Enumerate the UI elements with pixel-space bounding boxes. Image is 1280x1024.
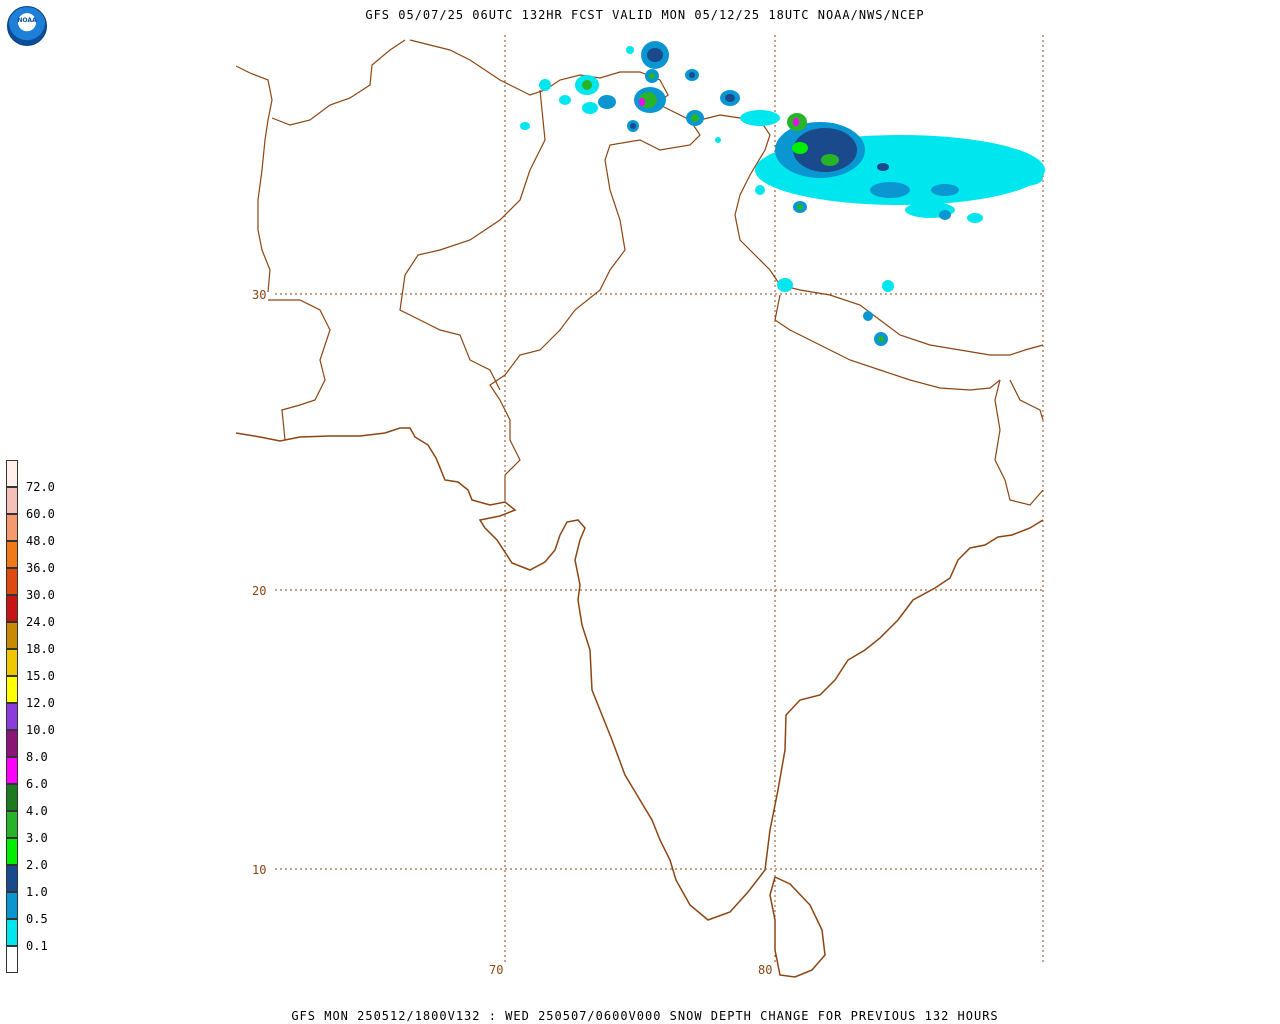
legend-label: 18.0 bbox=[26, 642, 55, 656]
snow-patch-afghan-b bbox=[598, 95, 616, 109]
snow-patch-afghan-g-d bbox=[630, 123, 636, 129]
snow-patch-afghan-c bbox=[582, 102, 598, 114]
snow-patch-afghan-f bbox=[520, 122, 530, 130]
snow-patch-tibet-far-east bbox=[1007, 170, 1043, 186]
snow-patch-tibet-south-b bbox=[939, 210, 951, 220]
legend-swatch bbox=[6, 649, 18, 676]
legend-swatch bbox=[6, 811, 18, 838]
legend-swatch bbox=[6, 892, 18, 919]
india-china-border bbox=[699, 114, 1044, 356]
snow-patch-tibet-dark bbox=[793, 128, 857, 172]
legend-label: 3.0 bbox=[26, 831, 48, 845]
legend-label: 12.0 bbox=[26, 696, 55, 710]
legend-swatch bbox=[6, 487, 18, 514]
snow-patch-tibet-green-b bbox=[821, 154, 839, 166]
legend-label: 6.0 bbox=[26, 777, 48, 791]
lon-label-80: 80 bbox=[758, 963, 772, 977]
legend-swatch bbox=[6, 838, 18, 865]
snow-patch-afghan-a-g bbox=[582, 80, 592, 90]
snow-patch-tibet-isolated bbox=[755, 185, 765, 195]
snow-patch-north-b-g bbox=[649, 73, 655, 79]
legend-label: 1.0 bbox=[26, 885, 48, 899]
legend-label: 4.0 bbox=[26, 804, 48, 818]
legend-swatch bbox=[6, 514, 18, 541]
bangladesh-border bbox=[994, 379, 1044, 506]
legend-label: 2.0 bbox=[26, 858, 48, 872]
footer-caption: GFS MON 250512/1800V132 : WED 250507/060… bbox=[291, 1009, 999, 1023]
snow-patch-hindukush-m bbox=[639, 98, 645, 106]
snow-patch-nepal-d-g bbox=[878, 336, 884, 342]
legend-swatch bbox=[6, 703, 18, 730]
afghan-north-border bbox=[271, 39, 406, 126]
legend-swatch bbox=[6, 730, 18, 757]
snow-patches bbox=[520, 41, 1045, 346]
political-borders bbox=[235, 39, 1044, 506]
snow-patch-karakoram-d bbox=[725, 94, 735, 102]
noaa-logo-text: NOAA bbox=[17, 17, 37, 24]
lat-label-20: 20 bbox=[252, 584, 266, 598]
legend-swatch bbox=[6, 676, 18, 703]
snow-patch-tibet-blue-b bbox=[870, 182, 910, 198]
snow-patch-afghan-h bbox=[626, 46, 634, 54]
pak-india-border bbox=[489, 104, 701, 500]
legend-swatch bbox=[6, 757, 18, 784]
legend-label: 15.0 bbox=[26, 669, 55, 683]
snow-patch-tibet-blue-c bbox=[931, 184, 959, 196]
legend-swatch bbox=[6, 865, 18, 892]
legend-label: 0.1 bbox=[26, 939, 48, 953]
lat-label-10: 10 bbox=[252, 863, 266, 877]
nepal-border bbox=[774, 294, 1001, 391]
legend-label: 10.0 bbox=[26, 723, 55, 737]
legend-label: 72.0 bbox=[26, 480, 55, 494]
snow-patch-kashmir-b bbox=[715, 137, 721, 143]
iran-afghan-border bbox=[235, 65, 273, 293]
coastline bbox=[235, 427, 1044, 978]
india-coast bbox=[235, 427, 1044, 921]
chart-title: GFS 05/07/25 06UTC 132HR FCST VALID MON … bbox=[365, 8, 925, 22]
sri-lanka-coast bbox=[769, 875, 826, 978]
legend-swatch bbox=[6, 919, 18, 946]
snow-patch-afghan-d bbox=[559, 95, 571, 105]
myanmar-border bbox=[1009, 379, 1044, 421]
legend-label: 0.5 bbox=[26, 912, 48, 926]
legend-label: 60.0 bbox=[26, 507, 55, 521]
snow-patch-tibet-green-a bbox=[792, 142, 808, 154]
legend-swatch bbox=[6, 541, 18, 568]
snow-patch-nepal-a bbox=[777, 278, 793, 292]
snow-patch-afghan-e bbox=[539, 79, 551, 91]
legend-label: 8.0 bbox=[26, 750, 48, 764]
snow-patch-tibet-east bbox=[880, 160, 1040, 190]
legend-swatch bbox=[6, 946, 18, 973]
noaa-logo: NOAA bbox=[7, 6, 47, 46]
legend-top-swatch bbox=[6, 460, 18, 487]
lat-label-30: 30 bbox=[252, 288, 266, 302]
snow-patch-tibet-magenta bbox=[793, 118, 799, 126]
snow-patch-north-c-d bbox=[689, 72, 695, 78]
snow-patch-nepal-b bbox=[882, 280, 894, 292]
snow-patch-kashmir-g bbox=[691, 114, 699, 122]
lon-label-70: 70 bbox=[489, 963, 503, 977]
snow-patch-nepal-c bbox=[863, 311, 873, 321]
legend-swatch bbox=[6, 784, 18, 811]
afghan-pak-east bbox=[399, 89, 546, 391]
snow-patch-tibet-south-c bbox=[967, 213, 983, 223]
snow-patch-tibet-dark-b bbox=[877, 163, 889, 171]
legend-label: 30.0 bbox=[26, 588, 55, 602]
legend-swatch bbox=[6, 622, 18, 649]
legend-swatch bbox=[6, 568, 18, 595]
legend-swatch bbox=[6, 595, 18, 622]
legend-label: 48.0 bbox=[26, 534, 55, 548]
snow-patch-tibet-southwest-g bbox=[797, 204, 803, 210]
snow-patch-tibet-west bbox=[740, 110, 780, 126]
snow-patch-north-a-d bbox=[647, 48, 663, 62]
pakistan-west-border bbox=[268, 299, 331, 441]
legend-label: 24.0 bbox=[26, 615, 55, 629]
legend-label: 36.0 bbox=[26, 561, 55, 575]
